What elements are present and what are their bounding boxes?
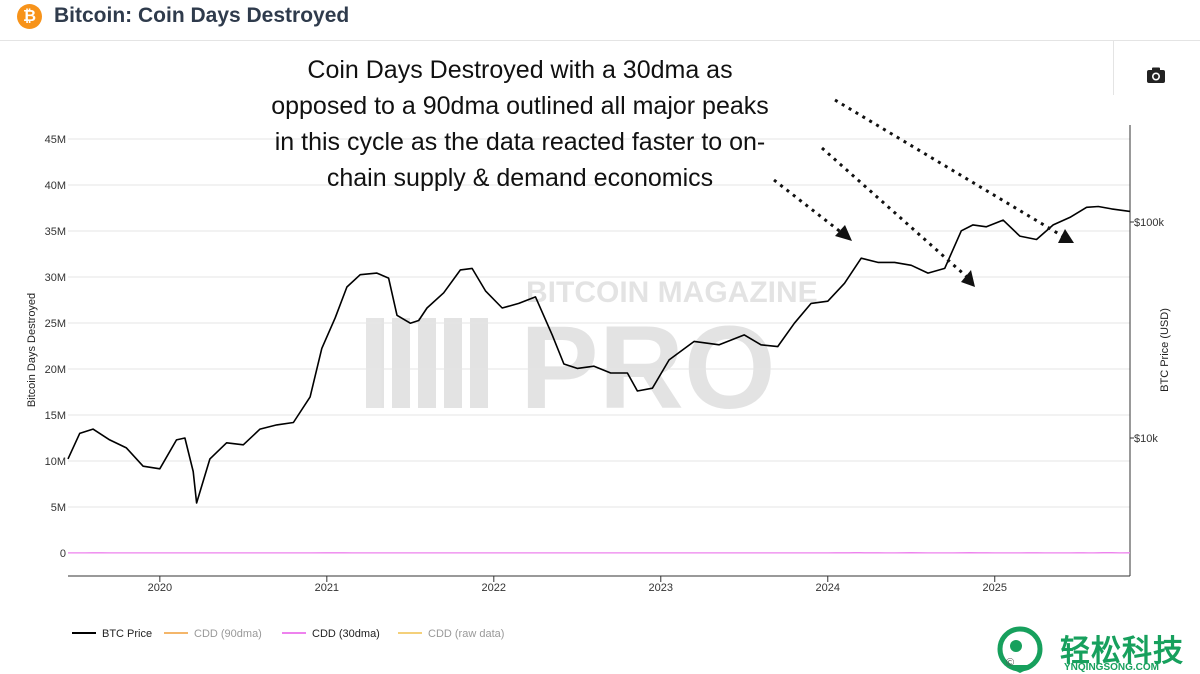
corner-logo-icon: [997, 626, 1043, 673]
legend-item-label[interactable]: CDD (raw data): [428, 628, 504, 640]
legend-item-label[interactable]: CDD (30dma): [312, 628, 380, 640]
y-tick-label: 30M: [45, 272, 66, 284]
y-tick-label: 5M: [51, 502, 66, 514]
x-tick-label: 2024: [816, 582, 840, 594]
legend: BTC Price CDD (90dma) CDD (30dma) CDD (raw …: [72, 628, 504, 640]
annotation-arrowhead-2: [961, 270, 975, 287]
y2-tick-label: $100k: [1134, 217, 1164, 229]
annotation-arrowhead-1: [835, 225, 852, 241]
y2-tick-label: $10k: [1134, 433, 1158, 445]
legend-item-label[interactable]: CDD (90dma): [194, 628, 262, 640]
annotation-line-2: opposed to a 90dma outlined all major pe…: [271, 92, 769, 120]
annotation-arrow-3: [834, 98, 1065, 239]
x-tick-label: 2021: [315, 582, 339, 594]
watermark-pro: PRO: [520, 302, 776, 434]
header-bar: ₿ Bitcoin: Coin Days Destroyed: [0, 0, 1200, 41]
copyright-mark: ©: [1006, 657, 1015, 669]
y-tick-label: 10M: [45, 456, 66, 468]
y-axis-label: Bitcoin Days Destroyed: [26, 293, 38, 407]
series-line-btc-price: [67, 205, 1131, 504]
y-tick-label: 45M: [45, 134, 66, 146]
y-tick-label: 20M: [45, 364, 66, 376]
x-tick-label: 2020: [148, 582, 172, 594]
toolbar-divider: [1113, 41, 1114, 95]
annotation-arrowheads: [835, 225, 1074, 287]
annotation-line-1: Coin Days Destroyed with a 30dma as: [307, 56, 733, 84]
annotation-arrow-2: [821, 146, 968, 279]
y-tick-label: 35M: [45, 226, 66, 238]
y-tick-label: 15M: [45, 410, 66, 422]
series-layer: [67, 205, 1131, 554]
y-axis-right: $10k $100k: [1130, 217, 1164, 445]
camera-icon[interactable]: [1146, 66, 1166, 84]
annotation-line-4: chain supply & demand economics: [326, 164, 714, 192]
annotation-arrows: [773, 98, 1065, 279]
legend-item-label[interactable]: BTC Price: [102, 628, 152, 640]
watermark: BITCOIN MAGAZINE PRO: [366, 276, 818, 434]
y-tick-label: 40M: [45, 180, 66, 192]
watermark-text: BITCOIN MAGAZINE: [526, 276, 818, 309]
bitcoin-logo-icon: ₿: [17, 4, 42, 29]
x-tick-label: 2022: [482, 582, 506, 594]
y-tick-label: 25M: [45, 318, 66, 330]
corner-brand-url: YNQINGSONG.COM: [1064, 662, 1160, 673]
annotation-arrowhead-3: [1058, 229, 1074, 243]
annotation-line-3: in this cycle as the data reacted faster…: [274, 128, 766, 156]
corner-brand-text: 轻松科技: [1060, 635, 1184, 668]
x-tick-label: 2023: [649, 582, 673, 594]
y-tick-label: 0: [60, 548, 66, 560]
y2-axis-label: BTC Price (USD): [1159, 308, 1171, 392]
watermark-mark-icon: [366, 318, 488, 408]
x-axis: 2020 2021 2022 2023 2024 2025: [148, 576, 1007, 594]
y-axis-left: 0 5M 10M 15M 20M 25M 30M 35M 40M 45M: [45, 134, 66, 560]
x-tick-label: 2025: [983, 582, 1007, 594]
chart-title: Bitcoin: Coin Days Destroyed: [54, 4, 350, 27]
